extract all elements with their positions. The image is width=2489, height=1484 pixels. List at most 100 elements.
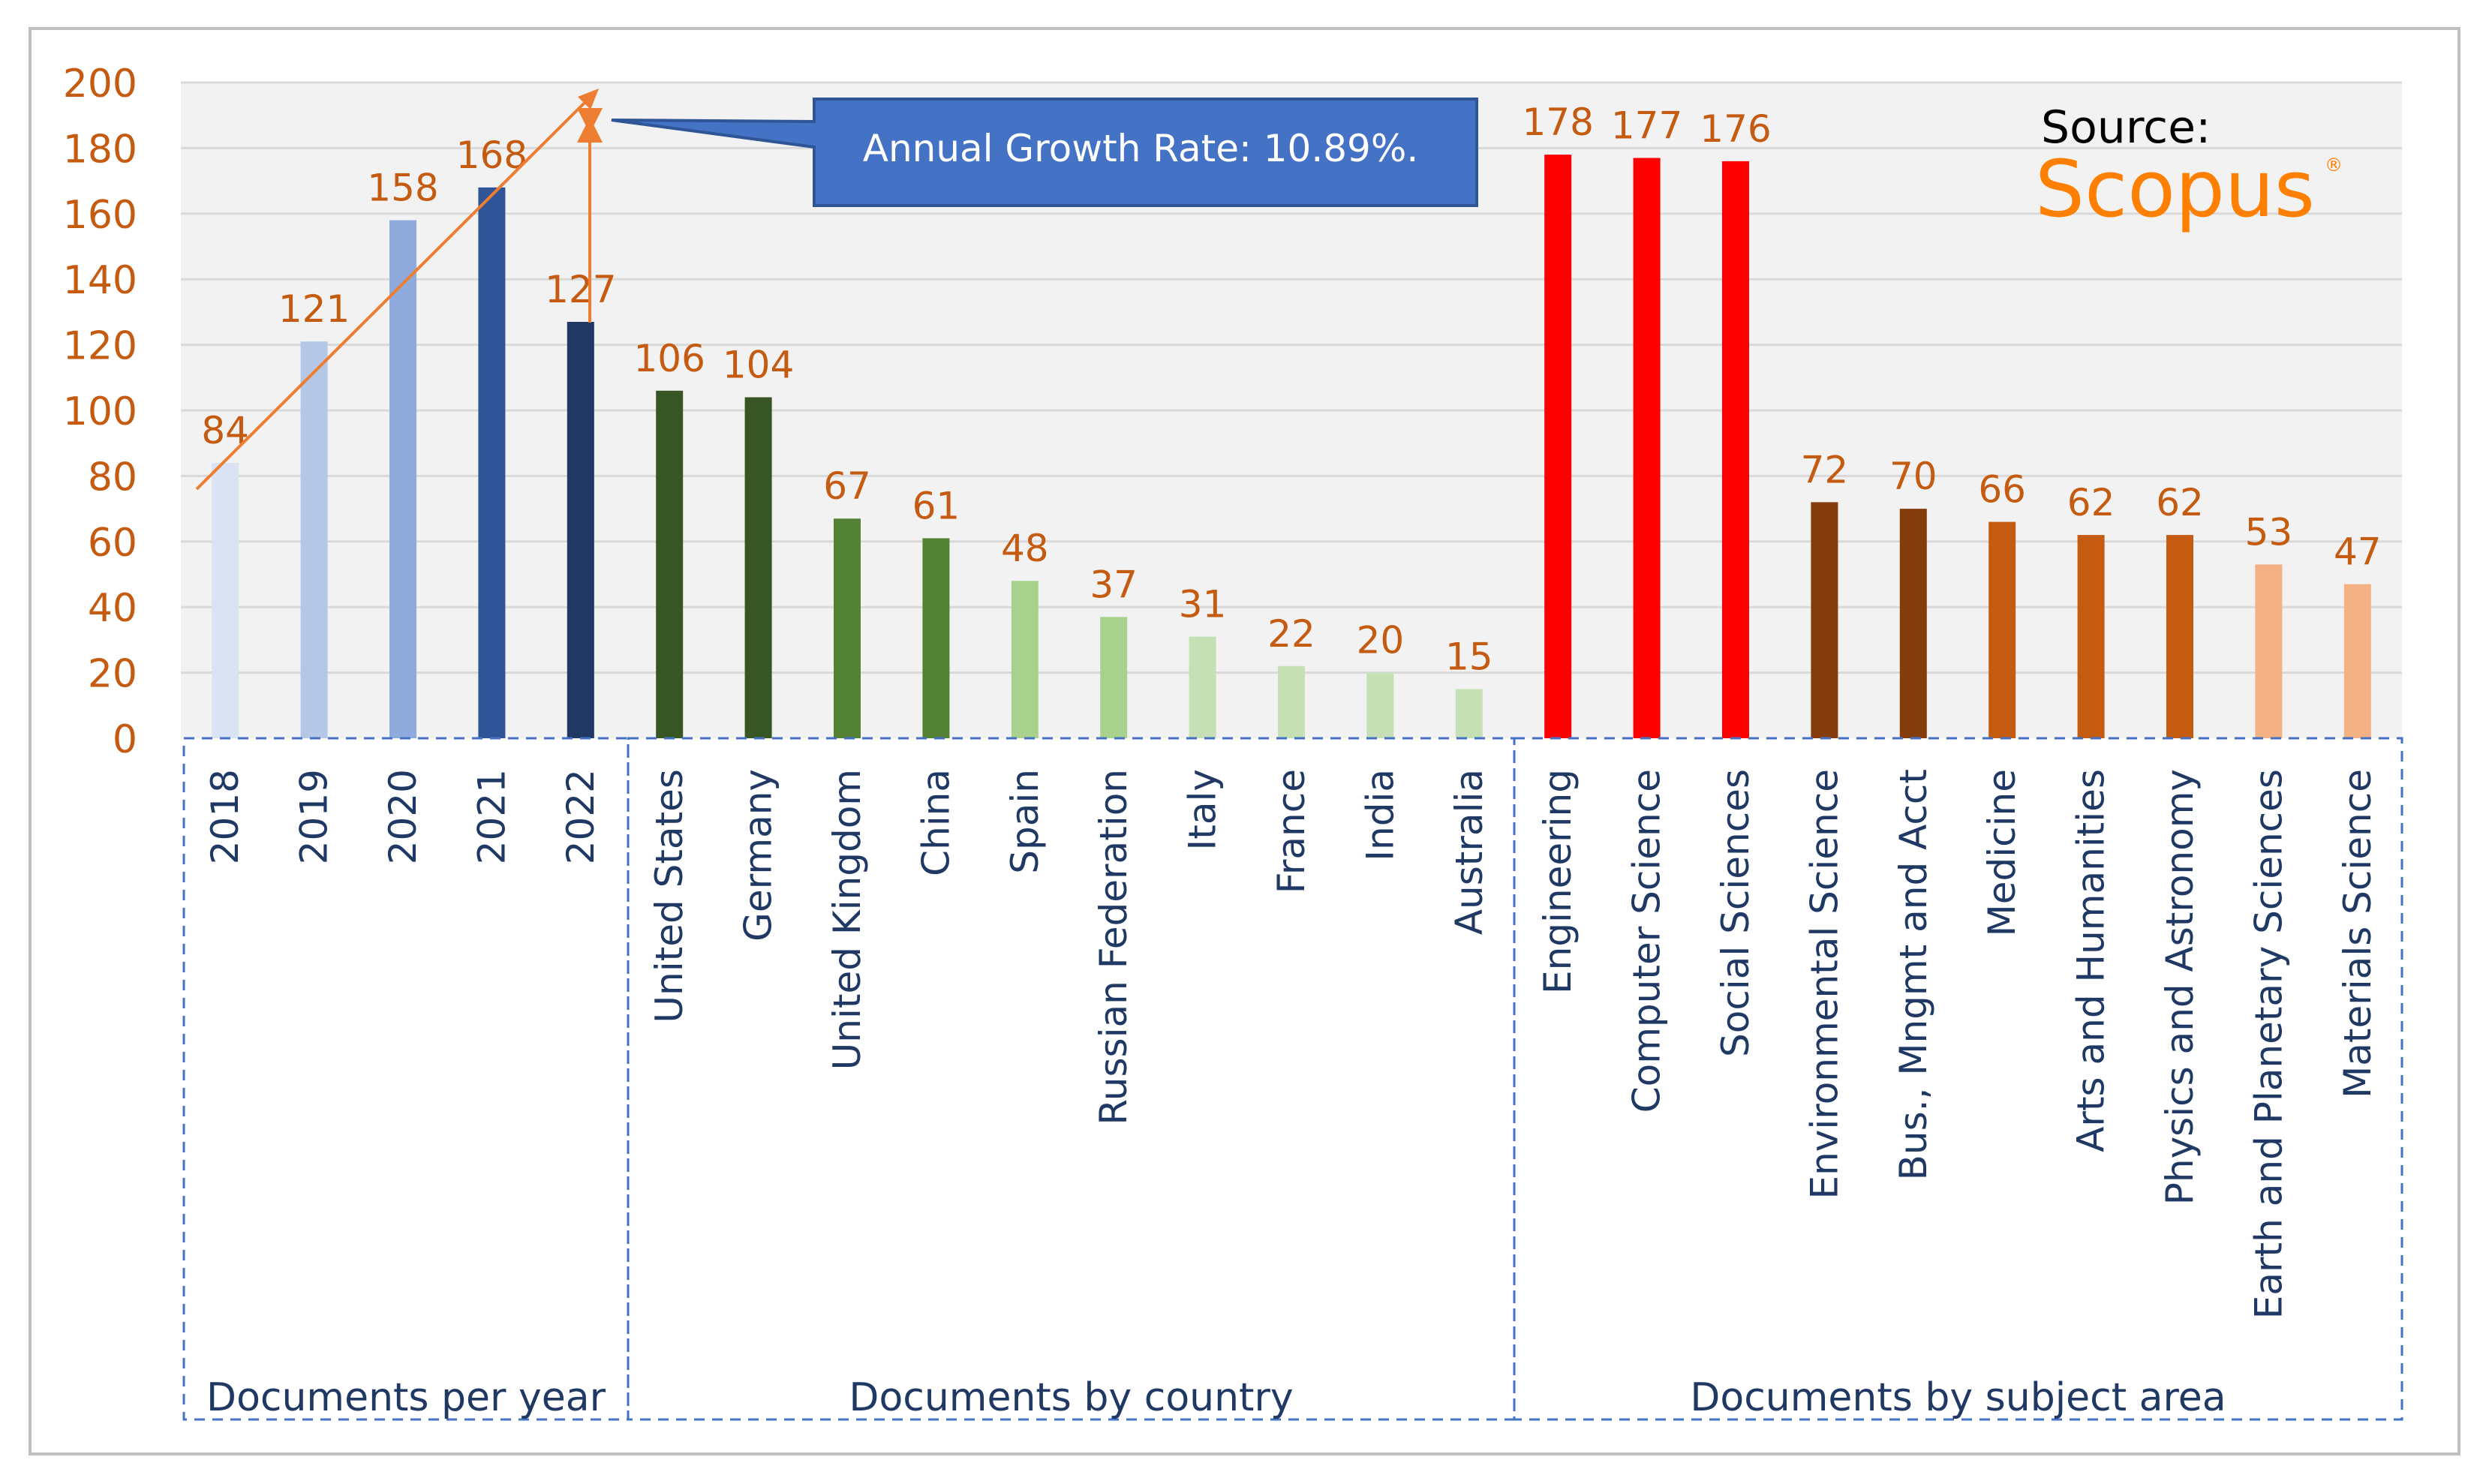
y-tick-label: 160 [63,193,137,238]
category-label: Germany [737,769,780,942]
value-label: 121 [278,287,350,331]
value-label: 67 [823,464,871,508]
bar [656,390,684,738]
category-label: 2020 [381,769,425,864]
category-labels: 2018 2019 2020 2021 2022 United States Germany… [203,769,2379,1319]
value-label: 31 [1179,583,1227,626]
y-tick-label: 80 [88,455,137,500]
source-brand: Scopus [2035,143,2315,235]
value-label: 20 [1357,619,1405,662]
category-label: Earth and Planetary Sciences [2247,769,2290,1319]
y-tick-label: 20 [88,652,137,697]
group-label: Documents by country [849,1375,1293,1420]
bar [1722,161,1749,738]
bar [567,322,594,738]
growth-arrow-down-icon [577,108,603,134]
category-label: Computer Science [1625,769,1669,1113]
y-tick-label: 100 [63,389,137,434]
category-label: 2019 [293,769,336,864]
category-label: India [1358,769,1402,861]
callout-text: Annual Growth Rate: 10.89%. [863,127,1419,170]
bar [2343,584,2371,738]
category-label: United States [648,769,691,1023]
bar [1455,689,1483,738]
bar [834,518,861,738]
y-tick-label: 140 [63,258,137,303]
category-label: Materials Science [2336,769,2379,1098]
value-label: 127 [545,268,616,311]
bar [1988,521,2016,738]
group-box [1513,737,2403,1421]
bar [1544,155,1572,738]
category-label: Physics and Astronomy [2158,769,2202,1205]
source-label: Source: [2041,101,2211,154]
category-label: Medicine [1980,769,2024,936]
bar [922,538,950,738]
value-label: 37 [1090,563,1138,606]
bar [1011,581,1039,738]
value-label: 15 [1445,635,1493,678]
y-tick-label: 120 [63,324,137,369]
category-label: 2021 [470,769,513,864]
category-label: 2018 [203,769,247,864]
bar [389,220,416,738]
category-label: United Kingdom [825,769,869,1070]
bar [300,341,328,739]
callout-box [611,98,1478,207]
category-label: Spain [1003,769,1047,874]
value-label: 176 [1700,107,1771,151]
value-label: 72 [1801,448,1849,491]
trend-line [195,93,594,491]
bar [744,397,772,738]
value-label: 70 [1889,455,1937,498]
source-brand-mark: ® [2325,155,2343,176]
y-tick-label: 200 [63,62,137,107]
y-tick-label: 180 [63,127,137,172]
value-label: 158 [367,167,438,210]
value-label: 177 [1611,104,1682,148]
trend-arrowhead-icon [578,89,599,110]
bar [478,187,506,739]
bar [1278,665,1305,738]
category-label: Environmental Science [1802,769,1846,1200]
y-axis-ticks: 0 20 40 60 80 100 120 140 160 180 200 [63,62,137,762]
value-label: 61 [912,484,960,527]
bar [2077,535,2105,738]
category-label: France [1270,769,1313,894]
value-label: 66 [1978,468,2026,512]
group-label: Documents by subject area [1690,1375,2226,1420]
value-label: 47 [2334,530,2382,574]
category-label: Australia [1447,769,1491,935]
y-tick-label: 40 [88,586,137,631]
category-label: Arts and Humanities [2070,769,2113,1152]
value-label: 178 [1522,101,1593,144]
category-label: Engineering [1536,769,1580,994]
value-label: 53 [2245,510,2293,554]
value-label: 48 [1001,527,1049,570]
bar [1366,672,1394,738]
category-label: Italy [1181,769,1225,850]
bar [2255,564,2283,738]
category-label: Social Sciences [1714,769,1757,1057]
y-tick-label: 60 [88,521,137,566]
y-tick-label: 0 [113,717,137,762]
bar [1899,509,1927,738]
value-label: 106 [633,337,705,380]
bar [1100,617,1128,738]
value-label: 22 [1267,612,1315,656]
category-label: Russian Federation [1092,769,1135,1125]
growth-callout: Annual Growth Rate: 10.89%. [611,98,1478,207]
bars [212,155,2371,739]
category-label: China [914,769,957,876]
group-label: Documents per year [206,1375,606,1420]
category-label: Bus., Mngmt and Acct [1892,769,1935,1180]
bar [1189,636,1216,738]
value-label: 62 [2067,481,2115,524]
bar [1811,502,1838,738]
grid-lines [181,81,2402,674]
bar [2166,535,2193,738]
value-label: 62 [2156,481,2204,524]
source-block: Source: Scopus ® [2035,101,2343,235]
group-boxes: Documents per year Documents by country Do… [182,737,2403,1421]
